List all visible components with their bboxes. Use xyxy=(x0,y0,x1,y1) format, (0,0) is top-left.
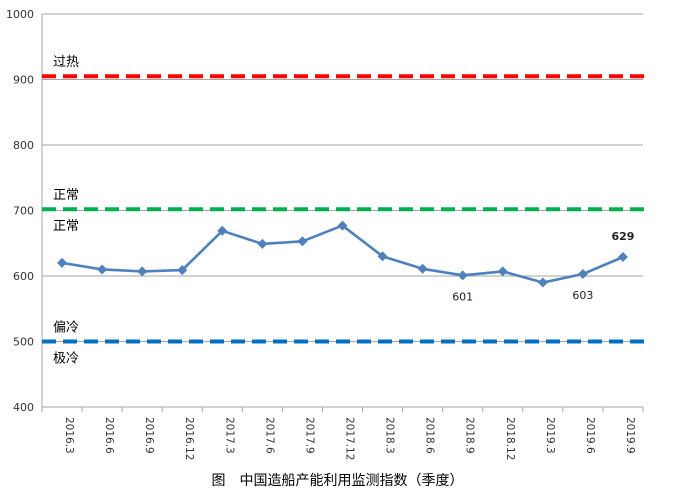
data-label: 629 xyxy=(611,230,634,243)
x-tick-label: 2016.9 xyxy=(143,417,155,454)
y-tick-label: 800 xyxy=(13,139,34,152)
data-point xyxy=(497,266,508,277)
line-chart: 400 500 600 700 800 900 1000 2016.3 2016.6 2016.9… xyxy=(6,8,649,460)
data-label: 601 xyxy=(452,290,473,303)
x-tick-label: 2019.9 xyxy=(624,417,636,454)
x-tick-label: 2018.9 xyxy=(464,417,476,454)
x-tick-label: 2017.3 xyxy=(223,417,235,454)
x-tick-label: 2017.6 xyxy=(263,417,275,454)
data-point xyxy=(537,277,548,288)
data-point xyxy=(417,263,428,274)
y-tick-label: 700 xyxy=(13,205,34,218)
data-point xyxy=(57,257,68,268)
x-tick-label: 2016.3 xyxy=(63,417,75,454)
y-tick-label: 900 xyxy=(13,74,34,87)
series-line xyxy=(61,224,624,284)
x-tick-label: 2018.6 xyxy=(424,417,436,454)
x-tick-label: 2017.9 xyxy=(303,417,315,454)
y-tick-label: 500 xyxy=(13,336,34,349)
data-point xyxy=(297,236,308,247)
figure-caption: 图 中国造船产能利用监测指数（季度） xyxy=(211,473,464,489)
x-tick-label: 2016.6 xyxy=(103,417,115,454)
data-point xyxy=(617,252,628,263)
data-point xyxy=(457,270,468,281)
data-point xyxy=(177,265,188,276)
data-point xyxy=(577,269,588,280)
reference-label: 偏冷 xyxy=(53,321,79,336)
reference-label: 正常 xyxy=(53,188,79,203)
data-point xyxy=(257,238,268,249)
data-point xyxy=(97,264,108,275)
data-point xyxy=(217,225,228,236)
reference-label: 过热 xyxy=(53,55,79,70)
y-tick-label: 400 xyxy=(13,401,34,414)
y-tick-label: 1000 xyxy=(6,8,34,21)
x-tick-label: 2018.12 xyxy=(504,417,516,460)
x-tick-label: 2018.3 xyxy=(384,417,396,454)
data-point xyxy=(137,266,148,277)
y-tick-label: 600 xyxy=(13,270,34,283)
data-point xyxy=(377,251,388,262)
x-tick-label: 2017.12 xyxy=(344,417,356,460)
data-label: 603 xyxy=(572,289,593,302)
reference-label: 正常 xyxy=(53,219,79,234)
x-tick-label: 2016.12 xyxy=(183,417,195,460)
reference-label: 极冷 xyxy=(53,352,79,367)
x-tick-label: 2019.3 xyxy=(544,417,556,454)
x-tick-label: 2019.6 xyxy=(584,417,596,454)
data-point xyxy=(337,220,348,231)
